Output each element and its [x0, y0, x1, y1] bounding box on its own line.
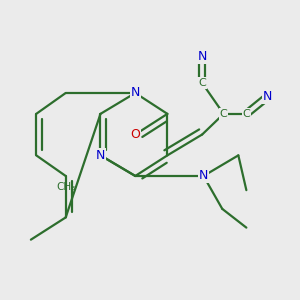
- Text: N: N: [130, 86, 140, 100]
- Text: C: C: [198, 78, 206, 88]
- Text: O: O: [130, 128, 140, 141]
- Text: C: C: [220, 109, 227, 119]
- Text: N: N: [199, 169, 208, 182]
- Text: C: C: [242, 109, 250, 119]
- Text: N: N: [197, 50, 207, 63]
- Text: CH₃: CH₃: [56, 182, 75, 192]
- Text: N: N: [263, 90, 272, 103]
- Text: N: N: [96, 149, 105, 162]
